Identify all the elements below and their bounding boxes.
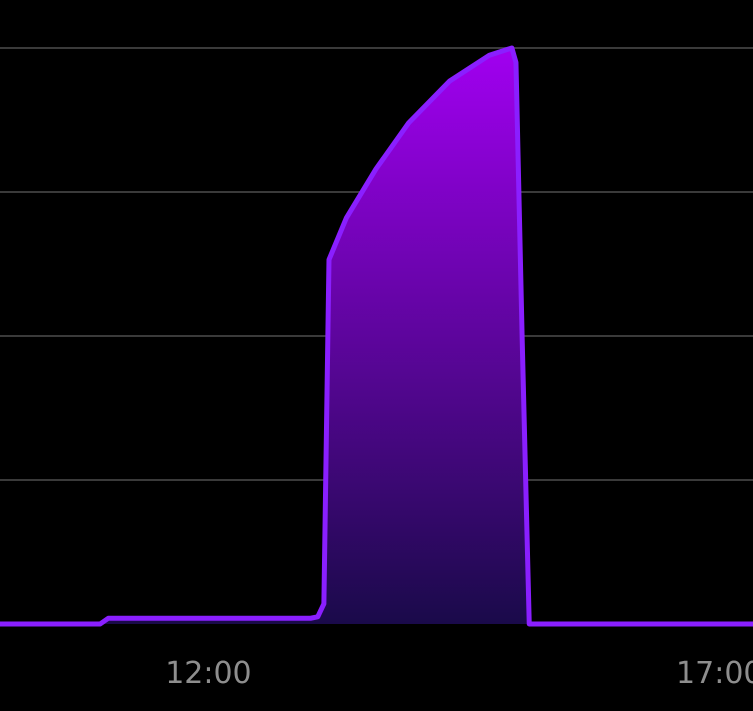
x-axis-ticks: 12:00 17:00: [165, 656, 753, 691]
series-line: [0, 45, 753, 627]
series-area: [0, 48, 753, 624]
series-layer: [0, 45, 753, 627]
x-tick-label: 17:00: [676, 656, 753, 691]
x-tick-label: 12:00: [165, 656, 251, 691]
